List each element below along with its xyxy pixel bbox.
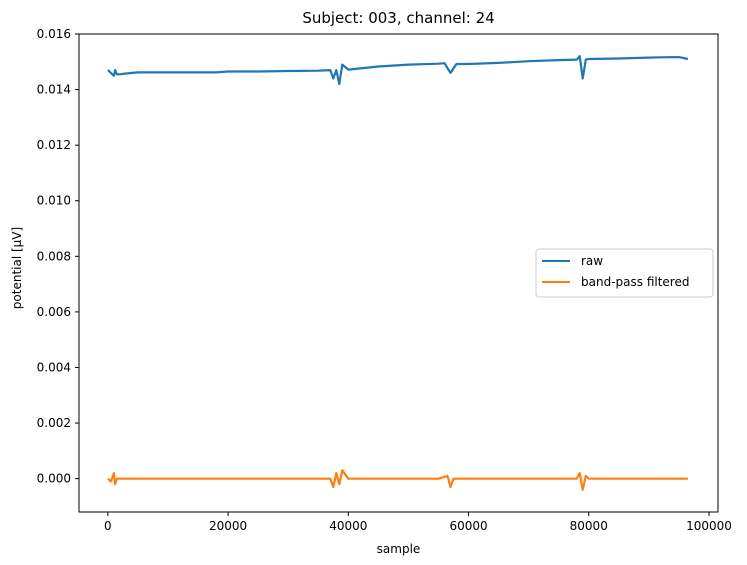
- legend-box: [535, 248, 714, 298]
- y-tick-label: 0.006: [37, 305, 71, 319]
- legend: raw band-pass filtered: [535, 248, 714, 298]
- y-tick-label: 0.010: [37, 194, 71, 208]
- y-axis-label: potential [µV]: [10, 227, 24, 309]
- x-tick-label: 20000: [209, 519, 247, 533]
- series-line-1: [107, 469, 688, 491]
- y-tick-label: 0.004: [37, 360, 71, 374]
- y-tick-label: 0.012: [37, 138, 71, 152]
- x-tick-label: 0: [104, 519, 112, 533]
- y-tick-label: 0.002: [37, 416, 71, 430]
- x-axis-label: sample: [377, 542, 421, 556]
- y-tick-label: 0.016: [37, 27, 71, 41]
- x-tick-label: 100000: [686, 519, 732, 533]
- x-tick-label: 60000: [449, 519, 487, 533]
- y-tick-label: 0.008: [37, 249, 71, 263]
- chart-title: Subject: 003, channel: 24: [302, 9, 494, 27]
- x-tick-label: 80000: [570, 519, 608, 533]
- legend-label: band-pass filtered: [581, 275, 689, 289]
- plot-area: [78, 33, 719, 513]
- axes-frame: [78, 33, 719, 513]
- legend-label: raw: [581, 254, 603, 268]
- y-tick-label: 0.000: [37, 472, 71, 486]
- series-line-0: [107, 55, 689, 86]
- y-tick-label: 0.014: [37, 83, 71, 97]
- x-axis: 0 20000 40000 60000 80000 100000: [104, 512, 732, 533]
- x-tick-label: 40000: [329, 519, 367, 533]
- y-axis: 0.000 0.002 0.004 0.006 0.008 0.010 0.012 0.014…: [37, 27, 79, 486]
